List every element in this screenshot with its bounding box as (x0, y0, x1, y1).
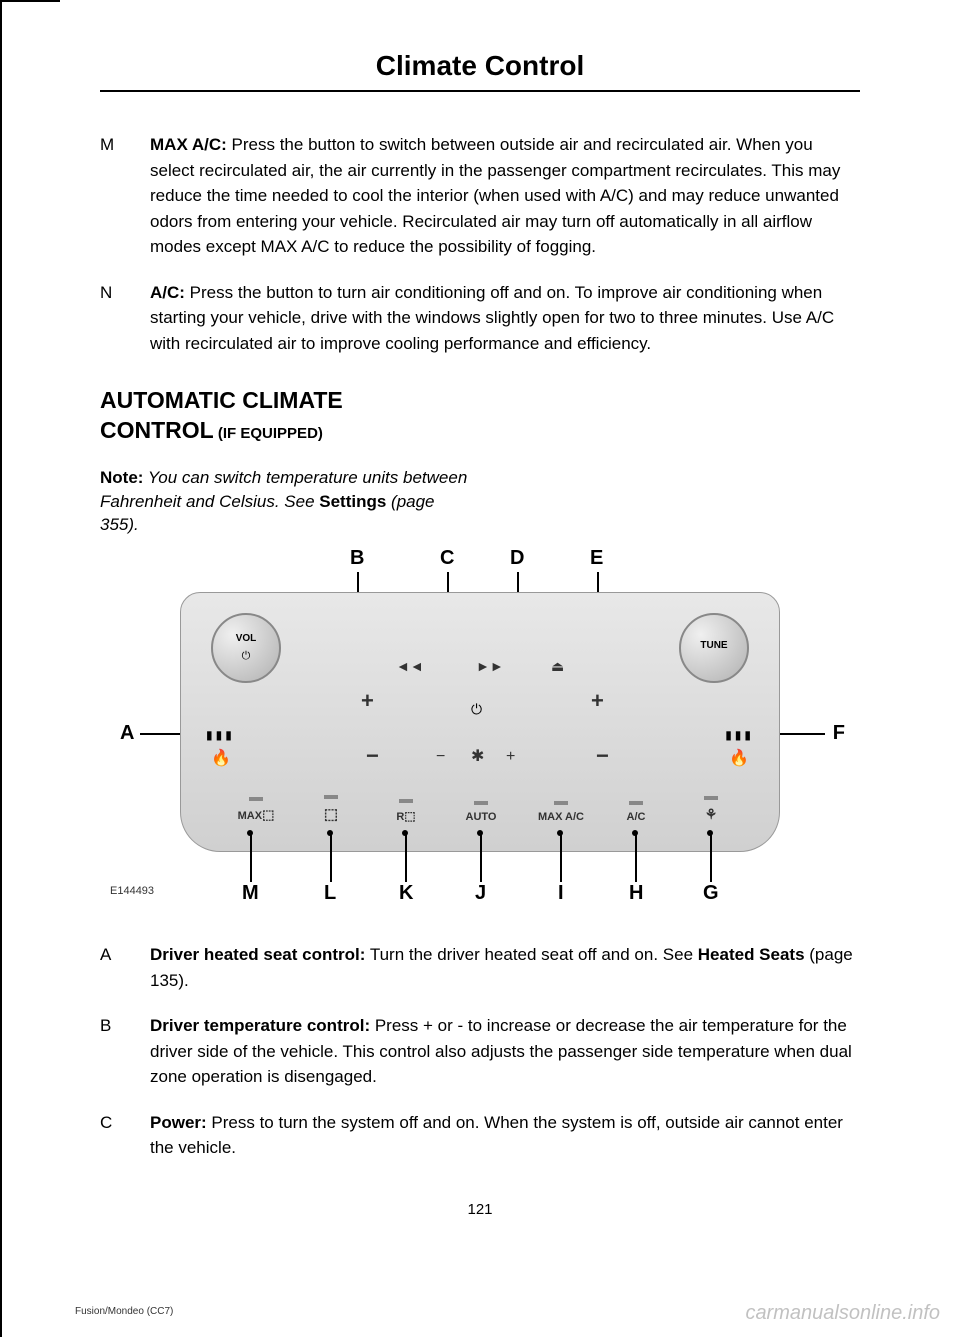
auto-button: AUTO (456, 801, 506, 823)
list-item-c: C Power: Press to turn the system off an… (100, 1110, 860, 1161)
list-item-m: M MAX A/C: Press the button to switch be… (100, 132, 860, 260)
callout-a: A (120, 722, 134, 745)
callout-d: D (510, 547, 524, 570)
driver-seat-bars: ▮▮▮ (206, 728, 235, 742)
pass-seat-bars: ▮▮▮ (725, 728, 754, 742)
item-body: Press the button to switch between outsi… (150, 135, 840, 256)
callout-i: I (558, 882, 564, 905)
page-title: Climate Control (100, 50, 860, 82)
fan-icon: ✱ (471, 746, 484, 766)
section-subtitle: (IF EQUIPPED) (214, 425, 323, 442)
volume-knob: VOL ⏻ (211, 613, 281, 683)
recirculate-button: ⚘ (691, 796, 731, 823)
eject-icon: ⏏ (551, 658, 564, 675)
list-item-n: N A/C: Press the button to turn air cond… (100, 280, 860, 357)
heading-line2: CONTROL (100, 417, 214, 443)
pass-temp-minus: − (596, 743, 609, 769)
pass-temp-plus: + (591, 688, 604, 714)
item-label: Driver heated seat control: (150, 945, 365, 964)
callout-l: L (324, 882, 336, 905)
console-body: VOL ⏻ TUNE ◄◄ ►► ⏏ ⏻ + − + − ▮▮▮ 🔥 ▮▮▮ 🔥… (180, 592, 780, 852)
driver-temp-minus: − (366, 743, 379, 769)
vol-label: VOL (213, 633, 279, 644)
note-ref: Settings (319, 492, 386, 511)
item-label: A/C: (150, 283, 185, 302)
list-letter: N (100, 280, 150, 357)
rear-defrost-button: R⬚ (386, 799, 426, 823)
fan-minus: − (436, 748, 445, 766)
max-defrost-button: MAX⬚ (231, 797, 281, 823)
list-letter: M (100, 132, 150, 260)
list-text: Power: Press to turn the system off and … (150, 1110, 860, 1161)
list-text: MAX A/C: Press the button to switch betw… (150, 132, 860, 260)
item-label: Power: (150, 1113, 207, 1132)
item-body: Turn the driver heated seat off and on. … (365, 945, 697, 964)
list-letter: B (100, 1013, 150, 1090)
item-label: Driver temperature control: (150, 1016, 370, 1035)
next-track-icon: ►► (476, 658, 504, 674)
list-item-a: A Driver heated seat control: Turn the d… (100, 942, 860, 993)
page-number: 121 (100, 1201, 860, 1218)
callout-f: F (833, 722, 845, 745)
item-body: Press the button to turn air conditionin… (150, 283, 834, 353)
item-ref: Heated Seats (698, 945, 805, 964)
list-item-b: B Driver temperature control: Press + or… (100, 1013, 860, 1090)
max-ac-button: MAX A/C (531, 801, 591, 823)
climate-control-diagram: B C D E A F VOL ⏻ TUNE ◄◄ (110, 552, 850, 912)
note-block: Note: You can switch temperature units b… (100, 466, 470, 537)
callout-j: J (475, 882, 486, 905)
list-text: Driver heated seat control: Turn the dri… (150, 942, 860, 993)
list-text: A/C: Press the button to turn air condit… (150, 280, 860, 357)
tune-knob: TUNE (679, 613, 749, 683)
item-label: MAX A/C: (150, 135, 227, 154)
driver-temp-plus: + (361, 688, 374, 714)
heading-line1: AUTOMATIC CLIMATE (100, 387, 343, 413)
ac-button: A/C (616, 801, 656, 823)
callout-m: M (242, 882, 259, 905)
callout-g: G (703, 882, 719, 905)
pass-seat-icon: 🔥 (729, 748, 749, 768)
footer-model: Fusion/Mondeo (CC7) (75, 1306, 173, 1317)
list-letter: A (100, 942, 150, 993)
fan-plus: + (506, 748, 515, 766)
section-heading: AUTOMATIC CLIMATE CONTROL (IF EQUIPPED) (100, 386, 860, 446)
note-label: Note: (100, 468, 143, 487)
item-body: Press to turn the system off and on. Whe… (150, 1113, 843, 1158)
list-text: Driver temperature control: Press + or -… (150, 1013, 860, 1090)
callout-e: E (590, 547, 603, 570)
title-underline (100, 90, 860, 92)
callout-h: H (629, 882, 643, 905)
defrost-button: ⬚ (311, 795, 351, 823)
prev-track-icon: ◄◄ (396, 658, 424, 674)
power-icon: ⏻ (471, 701, 482, 718)
diagram-id: E144493 (110, 885, 154, 897)
tune-label: TUNE (681, 640, 747, 651)
list-letter: C (100, 1110, 150, 1161)
watermark: carmanualsonline.info (745, 1302, 940, 1325)
callout-k: K (399, 882, 413, 905)
callout-c: C (440, 547, 454, 570)
driver-seat-icon: 🔥 (211, 748, 231, 768)
callout-b: B (350, 547, 364, 570)
